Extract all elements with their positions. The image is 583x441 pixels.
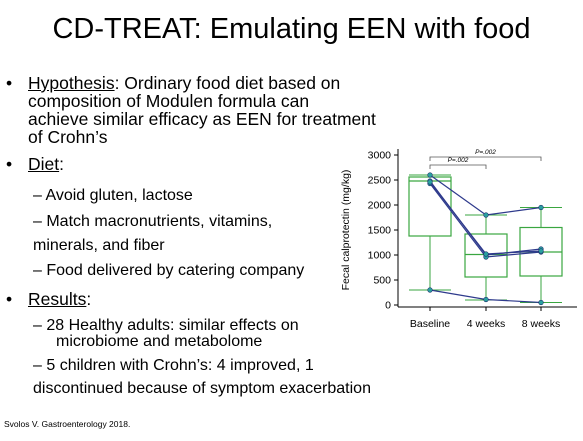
bullet-marker: •: [6, 289, 13, 309]
results-colon: :: [86, 289, 92, 309]
citation: Svolos V. Gastroenterology 2018.: [4, 419, 131, 429]
bullet-marker: •: [6, 154, 13, 174]
significance-bracket: [429, 164, 487, 169]
subject-point: [483, 212, 489, 218]
results-item-continued: microbiome and metabolome: [56, 333, 263, 350]
subject-point: [427, 172, 433, 178]
diet-colon: :: [59, 154, 64, 174]
y-tick-label: 500: [373, 275, 391, 287]
y-tick-label: 1000: [368, 250, 392, 262]
subject-point: [538, 204, 544, 211]
slide-title: CD-TREAT: Emulating EEN with food: [52, 13, 531, 45]
diet-item-continued: minerals, and fiber: [33, 237, 165, 254]
x-tick-label: 8 weeks: [522, 318, 561, 330]
diet-heading: Diet:: [28, 155, 64, 173]
hypothesis-line-3: achieve similar efficacy as EEN for trea…: [28, 109, 376, 129]
results-item: – 28 Healthy adults: similar effects on: [33, 317, 299, 334]
hypothesis-line-2: composition of Modulen formula can: [28, 91, 310, 111]
significance-bracket: [429, 156, 542, 161]
results-item: – 5 children with Crohn’s: 4 improved, 1: [33, 357, 314, 374]
subject-point: [538, 248, 544, 254]
results-item-continued: discontinued because of symptom exacerba…: [33, 380, 371, 397]
diet-item: – Food delivered by catering company: [33, 262, 305, 279]
results-heading: Results:: [28, 290, 91, 308]
diet-item: – Match macronutrients, vitamins,: [33, 213, 273, 230]
subject-point: [427, 287, 433, 293]
bullet-marker: •: [6, 73, 13, 93]
results-label: Results: [28, 289, 87, 309]
y-tick-label: 0: [385, 300, 391, 312]
y-tick-label: 3000: [368, 150, 392, 162]
hypothesis-line-4: of Crohn’s: [28, 127, 108, 147]
diet-item: – Avoid gluten, lactose: [33, 187, 193, 204]
subject-point: [483, 296, 489, 303]
y-tick-label: 2500: [368, 175, 392, 187]
significance-label: P=.002: [475, 149, 496, 156]
calprotectin-box-plot: 0 500 1000 1500 2000 2500 3000 Fecal calprotect…: [340, 149, 577, 330]
hypothesis-line-1: Hypothesis: Ordinary food diet based on: [28, 74, 340, 92]
subject-point: [483, 251, 489, 257]
y-tick-label: 1500: [368, 225, 392, 237]
subject-point: [427, 179, 433, 185]
x-tick-label: 4 weeks: [467, 318, 506, 330]
significance-label: P=.002: [448, 157, 469, 164]
x-tick-label: Baseline: [410, 318, 450, 330]
hypothesis-text: : Ordinary food diet based on: [114, 73, 341, 93]
hypothesis-label: Hypothesis: [28, 73, 115, 93]
y-tick-label: 2000: [368, 200, 392, 212]
diet-label: Diet: [28, 154, 60, 174]
subject-point: [538, 299, 544, 306]
y-axis-title: Fecal calprotectin (mg/kg): [340, 170, 352, 291]
